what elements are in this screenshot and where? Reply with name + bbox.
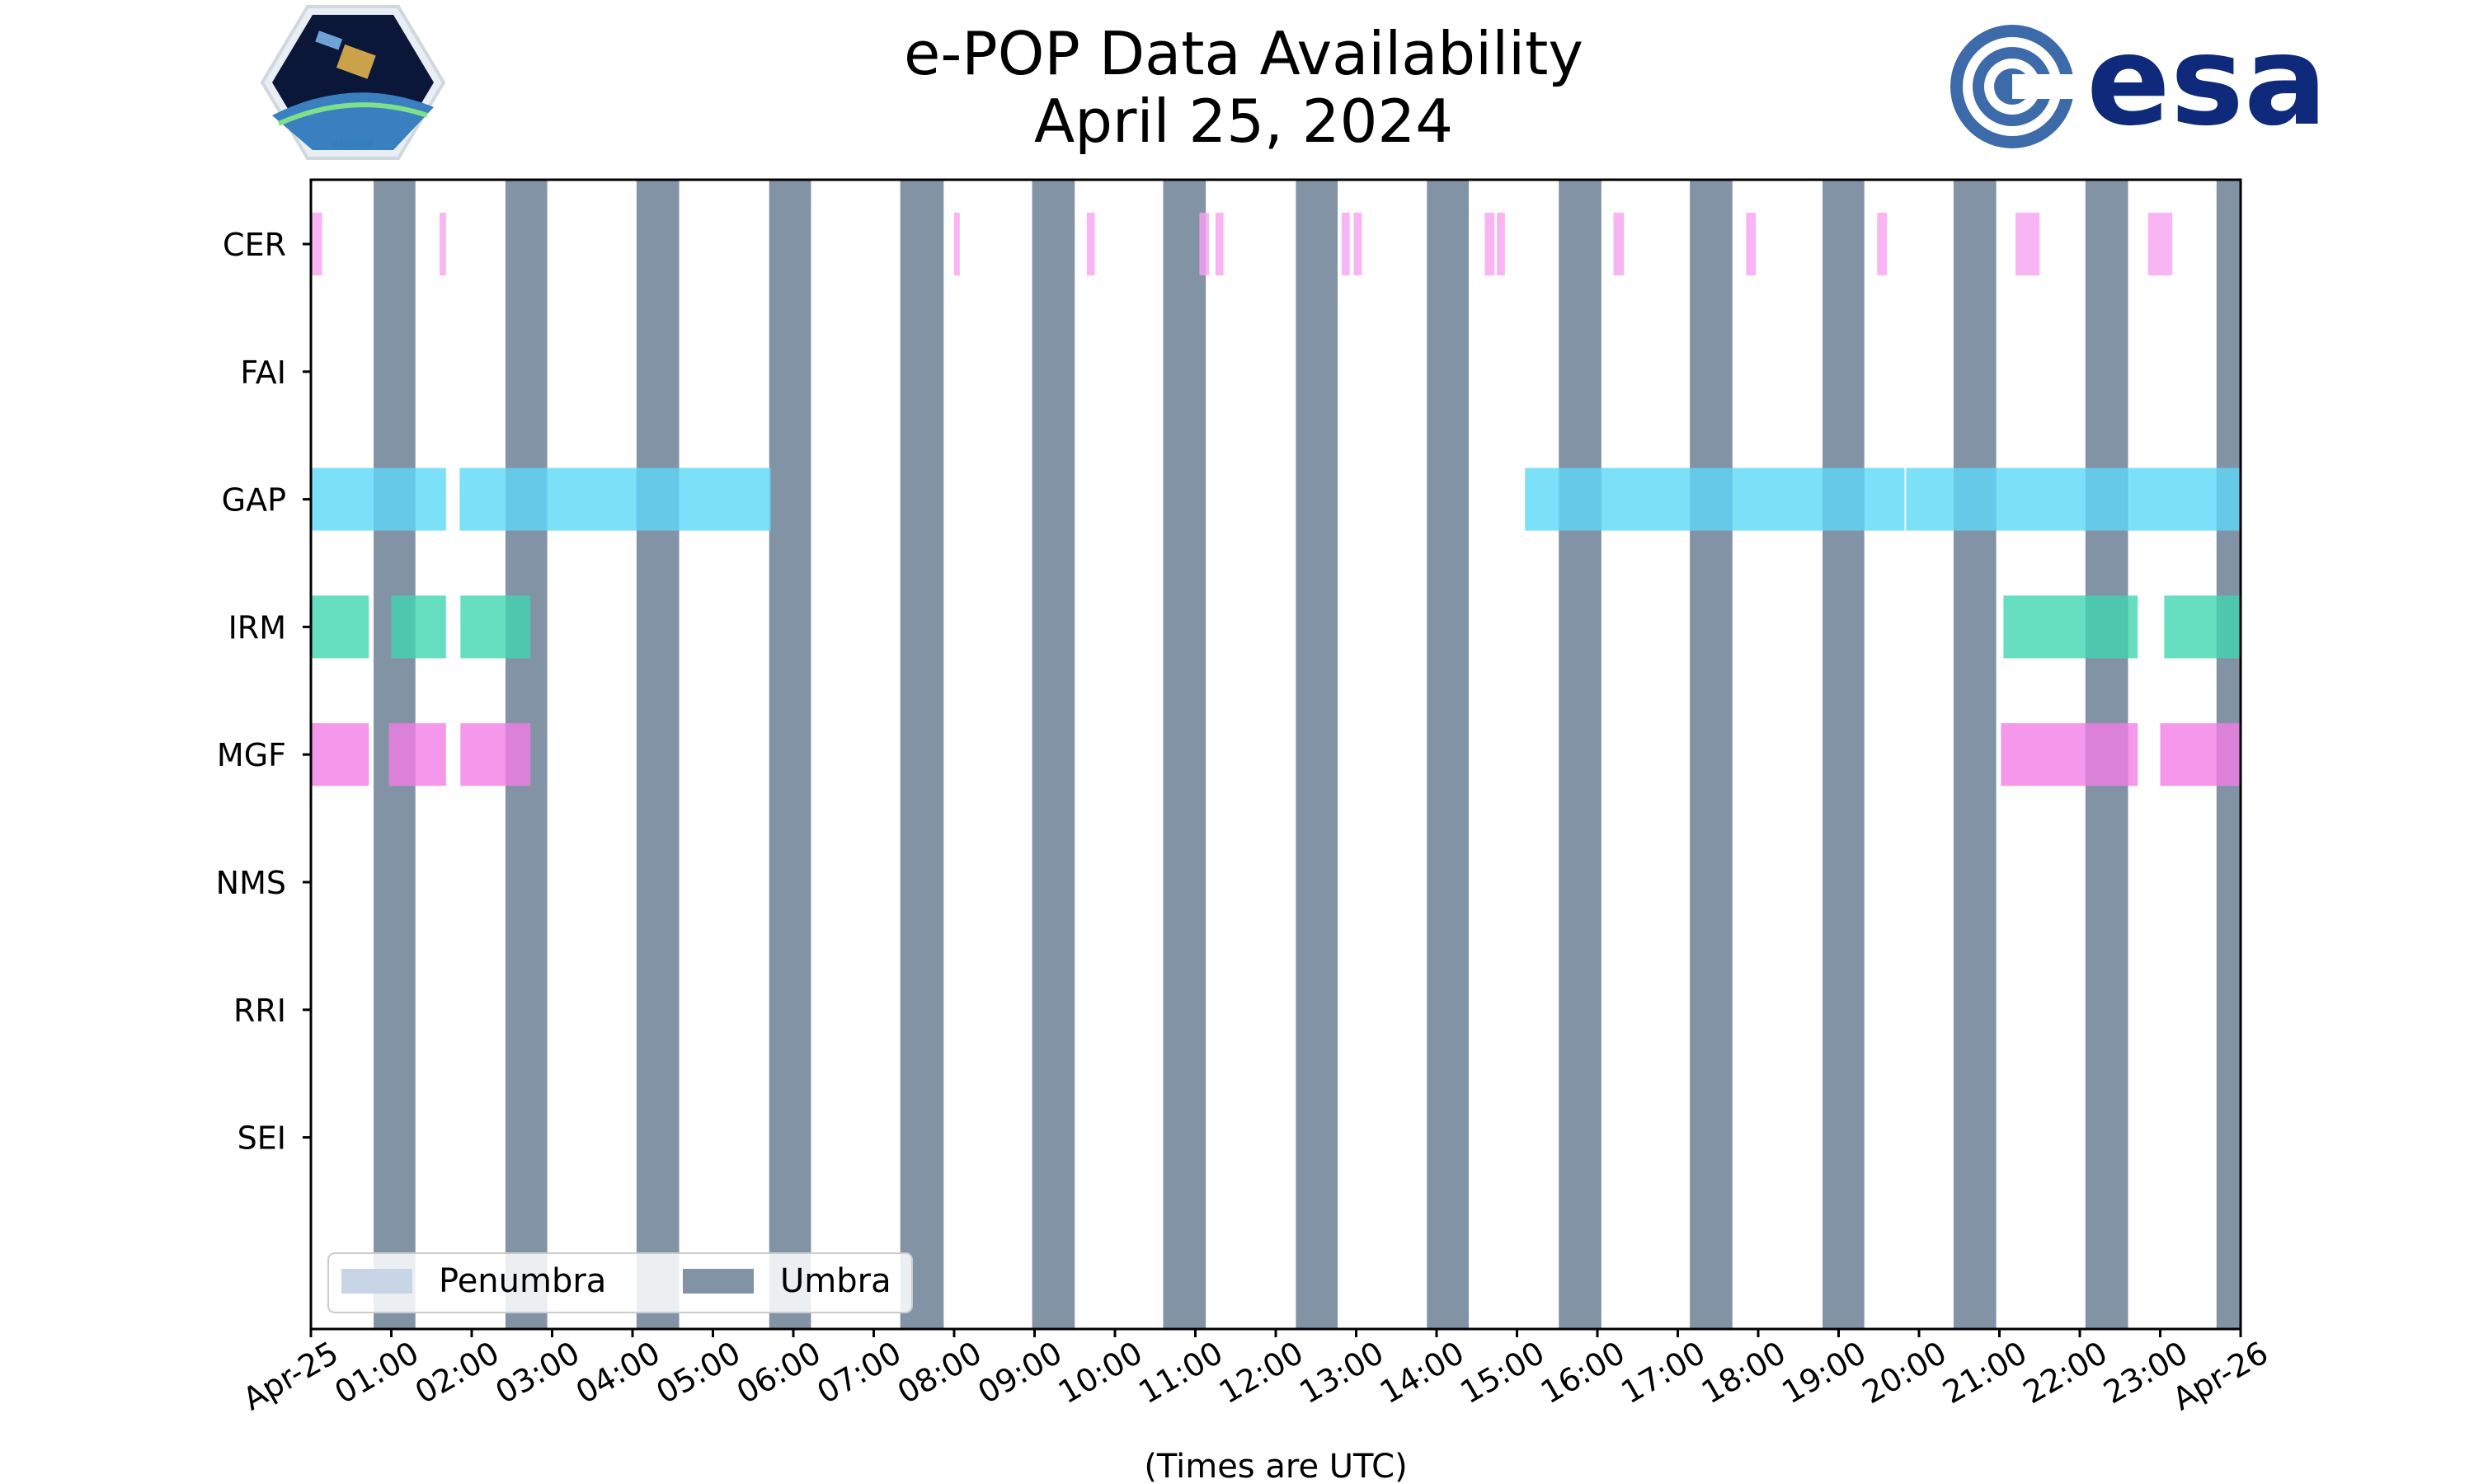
cassiope-badge-text: CASSIOPE bbox=[332, 140, 374, 149]
x-tick-label-10: 10:00 bbox=[1052, 1334, 1149, 1411]
bar-cer-0 bbox=[311, 213, 322, 275]
umbra-band-8 bbox=[1427, 180, 1469, 1329]
x-tick-label-3: 03:00 bbox=[489, 1334, 586, 1411]
legend-swatch-penumbra bbox=[341, 1269, 412, 1294]
bar-cer-3 bbox=[1086, 213, 1095, 275]
x-tick-label-16: 16:00 bbox=[1535, 1334, 1631, 1411]
chart-subtitle: April 25, 2024 bbox=[1034, 87, 1453, 156]
bar-irm-1 bbox=[391, 595, 446, 659]
plot-frame bbox=[309, 178, 2242, 1331]
bar-mgf-1 bbox=[388, 723, 446, 787]
x-tick-label-11: 11:00 bbox=[1132, 1334, 1229, 1411]
x-tick-label-9: 09:00 bbox=[971, 1334, 1068, 1411]
legend: Penumbra Umbra bbox=[327, 1252, 913, 1313]
esa-wordmark: esa bbox=[2086, 10, 2327, 153]
legend-label-umbra: Umbra bbox=[780, 1262, 891, 1300]
legend-label-penumbra: Penumbra bbox=[439, 1262, 606, 1300]
bar-mgf-4 bbox=[2160, 723, 2241, 787]
umbra-band-5 bbox=[1032, 180, 1075, 1329]
x-tick-label-2: 02:00 bbox=[409, 1334, 506, 1411]
y-tick-label-gap: GAP bbox=[222, 482, 286, 519]
x-tick-label-19: 19:00 bbox=[1776, 1334, 1872, 1411]
bar-irm-3 bbox=[2003, 595, 2138, 659]
x-tick-label-0: Apr-25 bbox=[237, 1334, 345, 1417]
esa-logo: esa bbox=[1950, 10, 2327, 153]
y-tick-label-cer: CER bbox=[223, 227, 286, 263]
bar-cer-7 bbox=[1353, 213, 1362, 275]
umbra-band-2 bbox=[636, 180, 680, 1329]
y-tick-label-sei: SEI bbox=[238, 1120, 286, 1157]
y-tick-label-fai: FAI bbox=[240, 355, 286, 391]
umbra-band-7 bbox=[1296, 180, 1338, 1329]
y-tick-label-rri: RRI bbox=[233, 993, 286, 1029]
bar-gap-1 bbox=[459, 467, 771, 531]
bar-cer-6 bbox=[1341, 213, 1350, 275]
x-tick-label-7: 07:00 bbox=[811, 1334, 907, 1411]
x-tick-label-4: 04:00 bbox=[570, 1334, 666, 1411]
bar-cer-10 bbox=[1613, 213, 1625, 275]
chart-title: e-POP Data Availability bbox=[904, 19, 1583, 88]
availability-bars bbox=[311, 213, 2241, 787]
bar-cer-13 bbox=[2015, 213, 2040, 275]
x-tick-label-22: 22:00 bbox=[2017, 1334, 2114, 1411]
bar-irm-0 bbox=[311, 595, 369, 659]
legend-swatch-umbra bbox=[683, 1269, 754, 1294]
umbra-band-6 bbox=[1163, 180, 1206, 1329]
bar-cer-1 bbox=[440, 213, 446, 275]
umbra-band-3 bbox=[769, 180, 811, 1329]
bar-mgf-3 bbox=[2001, 723, 2138, 787]
x-tick-label-17: 17:00 bbox=[1615, 1334, 1711, 1411]
x-axis-label: (Times are UTC) bbox=[1144, 1448, 1407, 1484]
y-tick-label-mgf: MGF bbox=[217, 737, 286, 773]
umbra-band-4 bbox=[900, 180, 944, 1329]
x-tick-label-6: 06:00 bbox=[731, 1334, 827, 1411]
y-tick-label-nms: NMS bbox=[216, 865, 286, 901]
x-axis: Apr-2501:0002:0003:0004:0005:0006:0007:0… bbox=[237, 1329, 2274, 1417]
bar-gap-3 bbox=[1906, 467, 2241, 531]
bar-cer-4 bbox=[1199, 213, 1210, 275]
bar-gap-0 bbox=[311, 467, 446, 531]
bar-cer-5 bbox=[1215, 213, 1224, 275]
y-axis: CER FAI GAP IRM MGF NMS RRI SEI bbox=[216, 227, 311, 1157]
x-tick-label-13: 13:00 bbox=[1293, 1334, 1390, 1411]
x-tick-label-12: 12:00 bbox=[1213, 1334, 1310, 1411]
bar-cer-12 bbox=[1877, 213, 1887, 275]
bar-cer-11 bbox=[1746, 213, 1757, 275]
umbra-band-9 bbox=[1559, 180, 1602, 1329]
bar-cer-9 bbox=[1497, 213, 1505, 275]
x-tick-label-20: 20:00 bbox=[1856, 1334, 1953, 1411]
legend-box bbox=[327, 1252, 913, 1313]
umbra-bands bbox=[374, 180, 2241, 1329]
x-tick-label-5: 05:00 bbox=[650, 1334, 746, 1411]
umbra-band-12 bbox=[1953, 180, 1997, 1329]
y-tick-label-irm: IRM bbox=[228, 609, 286, 646]
x-tick-label-14: 14:00 bbox=[1374, 1334, 1470, 1411]
x-tick-label-8: 08:00 bbox=[891, 1334, 988, 1411]
bar-cer-14 bbox=[2147, 213, 2173, 275]
bar-cer-2 bbox=[954, 213, 960, 275]
x-tick-label-15: 15:00 bbox=[1454, 1334, 1550, 1411]
x-tick-label-21: 21:00 bbox=[1936, 1334, 2033, 1411]
umbra-band-10 bbox=[1690, 180, 1733, 1329]
cassiope-logo: CASSIOPE bbox=[260, 5, 446, 160]
bar-gap-2 bbox=[1525, 467, 1905, 531]
bar-irm-4 bbox=[2164, 595, 2241, 659]
umbra-band-11 bbox=[1823, 180, 1865, 1329]
bar-mgf-0 bbox=[311, 723, 369, 787]
x-tick-label-1: 01:00 bbox=[328, 1334, 425, 1411]
bar-cer-8 bbox=[1484, 213, 1495, 275]
x-tick-label-18: 18:00 bbox=[1696, 1334, 1792, 1411]
bar-irm-2 bbox=[460, 595, 531, 659]
esa-swirl-icon bbox=[1950, 25, 2086, 148]
bar-mgf-2 bbox=[460, 723, 531, 787]
